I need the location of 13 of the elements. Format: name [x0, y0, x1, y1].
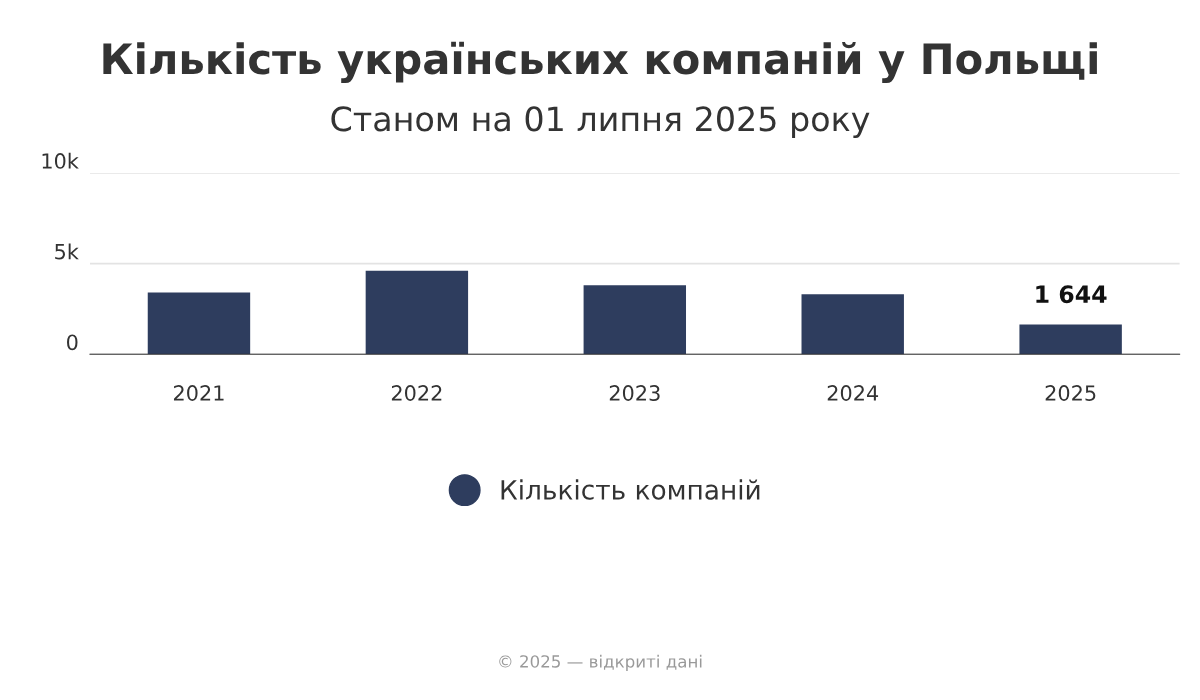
y-tick-label: 5k: [55, 243, 79, 260]
data-label: 1 644: [1036, 285, 1107, 304]
x-tick-label: 2023: [609, 385, 660, 401]
y-tick-label: 10k: [42, 152, 79, 169]
legend-label: Кількість компаній: [501, 479, 760, 500]
chart-title: Кількість українських компаній у Польщі: [103, 41, 1097, 83]
text: © 2025 — відкриті дані: [499, 654, 702, 671]
x-tick-label: 2022: [391, 385, 442, 401]
x-tick-label: 2024: [827, 385, 879, 401]
y-tick-label: 0: [67, 334, 78, 351]
x-tick-label: 2021: [173, 385, 224, 401]
chart-subtitle: Станом на 01 липня 2025 року: [331, 106, 870, 138]
x-tick-label: 2025: [1045, 385, 1096, 401]
